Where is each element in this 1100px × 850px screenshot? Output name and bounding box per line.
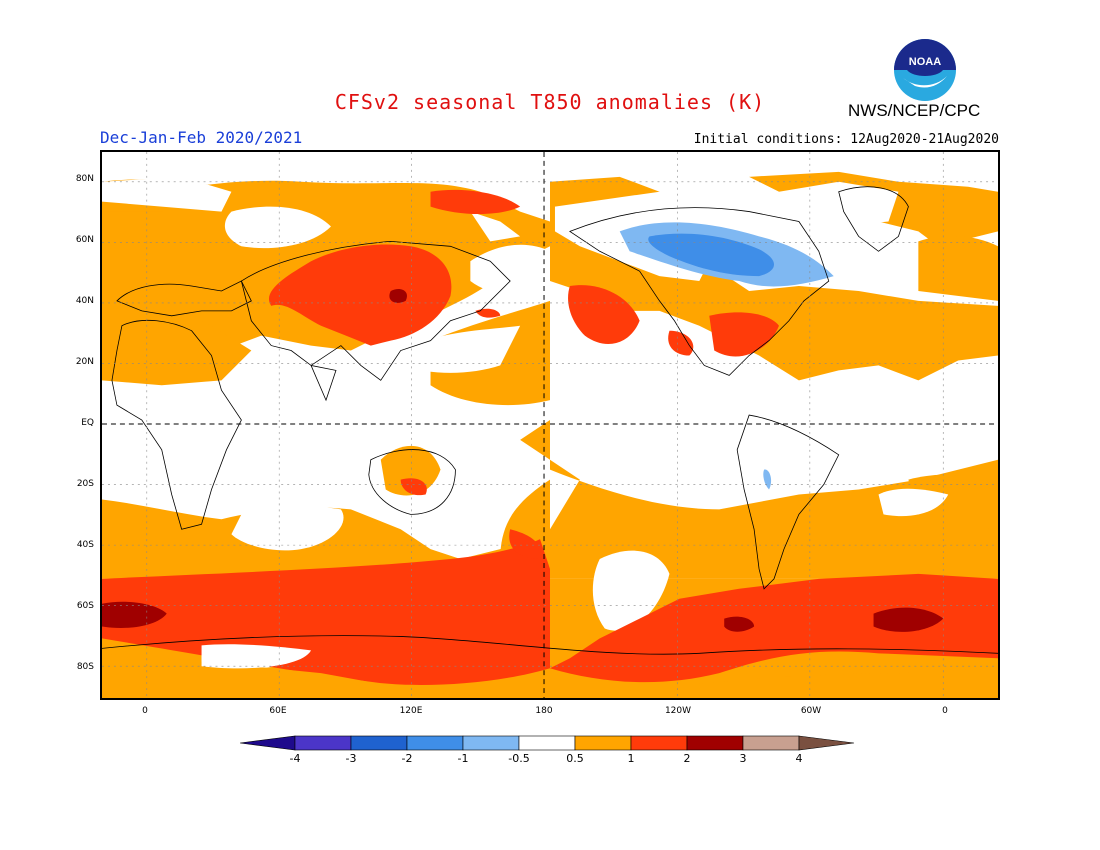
lat-label: 80N	[75, 174, 94, 184]
lon-label: 0	[142, 706, 148, 716]
agency-label: NWS/NCEP/CPC	[848, 101, 981, 120]
colorbar-box	[350, 735, 408, 751]
lat-label: 60S	[76, 601, 94, 611]
colorbar-label: 0.5	[566, 752, 584, 765]
colorbar-label: -3	[345, 752, 357, 765]
initial-conditions-label: Initial conditions: 12Aug2020-21Aug2020	[693, 132, 999, 147]
colorbar-box	[742, 735, 800, 751]
colorbar-box	[294, 735, 352, 751]
lat-label: 40N	[75, 296, 94, 306]
colorbar-arrow-low	[240, 735, 296, 751]
colorbar-box	[630, 735, 688, 751]
colorbar-box	[574, 735, 632, 751]
season-label: Dec-Jan-Feb 2020/2021	[100, 128, 303, 147]
lat-label: EQ	[81, 418, 94, 428]
lat-label: 20N	[75, 357, 94, 367]
colorbar-label: -2	[401, 752, 413, 765]
colorbar-label: 4	[795, 752, 803, 765]
lat-label: 80S	[76, 662, 94, 672]
colorbar-box	[406, 735, 464, 751]
coastlines	[102, 186, 998, 655]
lat-label: 60N	[75, 235, 94, 245]
grid-lines	[102, 152, 998, 698]
lon-label: 60W	[800, 706, 822, 716]
map-title: CFSv2 seasonal T850 anomalies (K)	[334, 90, 766, 114]
lon-label: 120W	[664, 706, 692, 716]
noaa-logo: NOAA	[894, 39, 956, 101]
lon-label: 0	[942, 706, 948, 716]
lat-label: 20S	[76, 479, 94, 489]
anomaly-map	[100, 150, 1000, 700]
colorbar-label: 1	[627, 752, 635, 765]
colorbar-label: -0.5	[508, 752, 530, 765]
lat-label: 40S	[76, 540, 94, 550]
colorbar-label: -4	[289, 752, 301, 765]
lon-label: 180	[535, 706, 553, 716]
colorbar-label: 2	[683, 752, 691, 765]
band-2-3-south	[102, 601, 944, 632]
lon-label: 120E	[399, 706, 423, 716]
colorbar-box	[462, 735, 520, 751]
lon-label: 60E	[269, 706, 287, 716]
logo-text: NOAA	[909, 56, 941, 68]
colorbar-box	[518, 735, 576, 751]
colorbar-label: -1	[457, 752, 469, 765]
colorbar-box	[686, 735, 744, 751]
colorbar-label: 3	[739, 752, 747, 765]
colorbar-arrow-high	[798, 735, 855, 751]
colorbar	[240, 735, 855, 751]
equator-and-dateline	[102, 152, 998, 698]
